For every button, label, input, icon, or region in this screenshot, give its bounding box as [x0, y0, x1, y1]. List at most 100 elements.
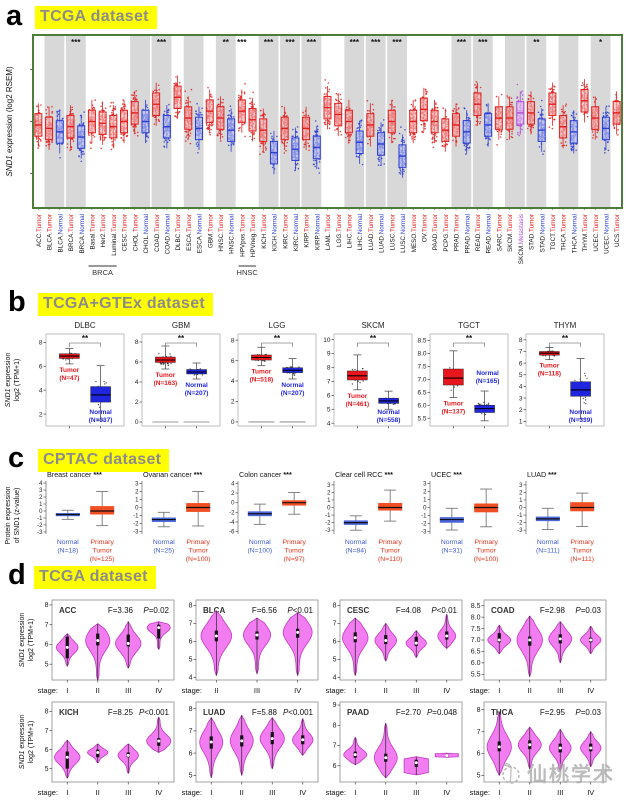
panel-a-letter: a	[6, 0, 23, 32]
svg-text:(N=207): (N=207)	[281, 390, 305, 397]
svg-text:GBM.Tumor: GBM.Tumor	[207, 214, 214, 248]
svg-text:DLBC.Tumor: DLBC.Tumor	[175, 214, 182, 251]
watermark-peach-logo-icon	[502, 762, 520, 784]
svg-text:5: 5	[327, 406, 331, 413]
svg-text:HNSC.Normal: HNSC.Normal	[229, 214, 236, 254]
svg-text:PRAD.Normal: PRAD.Normal	[464, 214, 471, 254]
svg-text:6: 6	[39, 363, 43, 370]
svg-text:8.5: 8.5	[417, 338, 426, 345]
svg-text:LIHC.Tumor: LIHC.Tumor	[347, 214, 354, 248]
svg-text:(N=137): (N=137)	[442, 408, 466, 415]
svg-text:LGG: LGG	[269, 321, 286, 330]
svg-text:SKCM.Metastasis: SKCM.Metastasis	[518, 214, 525, 264]
svg-text:Tumor: Tumor	[444, 400, 464, 407]
svg-text:Her2.Tumor: Her2.Tumor	[100, 214, 107, 247]
svg-text:6.5: 6.5	[417, 390, 426, 397]
svg-text:Luminal.Tumor: Luminal.Tumor	[111, 214, 118, 256]
svg-text:KIRP.Tumor: KIRP.Tumor	[304, 214, 311, 248]
svg-text:MESO.Tumor: MESO.Tumor	[411, 214, 418, 252]
svg-text:BRCA: BRCA	[92, 268, 113, 277]
svg-text:log2 (TPM+1): log2 (TPM+1)	[14, 359, 21, 402]
svg-text:10: 10	[323, 337, 331, 344]
svg-text:PAAD.Tumor: PAAD.Tumor	[432, 214, 439, 250]
watermark-text: 仙桃学术	[527, 764, 615, 786]
svg-text:***: ***	[371, 38, 381, 47]
svg-text:**: **	[178, 334, 185, 343]
svg-text:PRAD.Tumor: PRAD.Tumor	[454, 214, 461, 251]
svg-text:(N=47): (N=47)	[59, 375, 79, 382]
svg-text:***: ***	[457, 38, 467, 47]
svg-text:4: 4	[231, 378, 235, 385]
svg-text:BRCA.Tumor: BRCA.Tumor	[68, 214, 75, 251]
svg-text:ACC.Tumor: ACC.Tumor	[36, 214, 43, 247]
panel-d-title: TCGA dataset	[34, 566, 156, 589]
svg-text:Normal: Normal	[281, 382, 304, 389]
svg-text:***: ***	[307, 38, 317, 47]
svg-text:8: 8	[39, 340, 43, 347]
watermark: 仙桃学术	[498, 758, 615, 787]
panel-b-title: TCGA+GTEx dataset	[38, 293, 214, 316]
svg-text:5.5: 5.5	[417, 415, 426, 422]
svg-text:SND1 expression: SND1 expression	[5, 353, 12, 408]
svg-text:2: 2	[231, 399, 235, 406]
svg-text:TGCT: TGCT	[458, 321, 480, 330]
svg-text:STAD.Tumor: STAD.Tumor	[529, 214, 536, 250]
svg-text:***: ***	[237, 38, 247, 47]
svg-text:Tumor: Tumor	[60, 367, 80, 374]
svg-text:8.0: 8.0	[417, 351, 426, 358]
svg-text:6: 6	[231, 358, 235, 365]
panel-d-letter: d	[8, 559, 26, 591]
svg-text:4: 4	[135, 379, 139, 386]
svg-text:SND1 expression (log2 RSEM): SND1 expression (log2 RSEM)	[5, 66, 14, 177]
svg-text:6: 6	[327, 393, 331, 400]
svg-text:8: 8	[231, 337, 235, 344]
svg-text:PCPG.Tumor: PCPG.Tumor	[443, 214, 450, 252]
svg-text:ESCA.Normal: ESCA.Normal	[197, 214, 204, 253]
svg-text:**: **	[82, 334, 89, 343]
svg-text:Normal: Normal	[185, 382, 208, 389]
svg-text:8: 8	[327, 365, 331, 372]
svg-text:UCS.Tumor: UCS.Tumor	[614, 214, 621, 247]
svg-text:***: ***	[478, 38, 488, 47]
svg-text:BRCA.Normal: BRCA.Normal	[79, 214, 86, 254]
svg-text:**: **	[370, 334, 377, 343]
svg-text:4: 4	[39, 387, 43, 394]
svg-text:***: ***	[285, 38, 295, 47]
svg-text:8: 8	[135, 339, 139, 346]
svg-text:LAML.Tumor: LAML.Tumor	[325, 214, 332, 250]
svg-text:Normal: Normal	[89, 409, 112, 416]
svg-text:9: 9	[327, 351, 331, 358]
svg-text:HNSC: HNSC	[237, 268, 259, 277]
svg-text:UCEC.Normal: UCEC.Normal	[604, 214, 611, 254]
svg-text:DLBC: DLBC	[74, 321, 96, 330]
svg-text:0: 0	[231, 419, 235, 426]
svg-text:THCA.Tumor: THCA.Tumor	[561, 214, 568, 251]
svg-text:UCEC.Tumor: UCEC.Tumor	[593, 214, 600, 252]
svg-text:CHOL.Tumor: CHOL.Tumor	[132, 214, 139, 251]
svg-text:(N=337): (N=337)	[89, 417, 113, 424]
svg-text:LGG.Tumor: LGG.Tumor	[336, 214, 343, 247]
svg-text:KIRC.Tumor: KIRC.Tumor	[282, 214, 289, 249]
svg-text:THCA.Normal: THCA.Normal	[571, 214, 578, 253]
svg-text:***: ***	[71, 38, 81, 47]
svg-text:STAD.Normal: STAD.Normal	[539, 214, 546, 252]
svg-text:GBM: GBM	[172, 321, 191, 330]
svg-text:Tumor: Tumor	[348, 393, 368, 400]
svg-text:2: 2	[39, 411, 43, 418]
svg-text:COAD.Tumor: COAD.Tumor	[154, 214, 161, 252]
svg-text:**: **	[274, 334, 281, 343]
panel-b-letter: b	[8, 286, 26, 318]
svg-text:SKCM.Tumor: SKCM.Tumor	[507, 214, 514, 252]
svg-text:6.0: 6.0	[417, 402, 426, 409]
svg-text:(N=461): (N=461)	[346, 401, 370, 408]
svg-text:COAD.Normal: COAD.Normal	[164, 214, 171, 254]
panel-a-title: TCGA dataset	[35, 6, 157, 29]
svg-text:HPVneg.Tumor: HPVneg.Tumor	[250, 214, 257, 257]
svg-text:0: 0	[135, 419, 139, 426]
svg-text:CESC.Tumor: CESC.Tumor	[122, 214, 129, 251]
svg-text:***: ***	[157, 38, 167, 47]
